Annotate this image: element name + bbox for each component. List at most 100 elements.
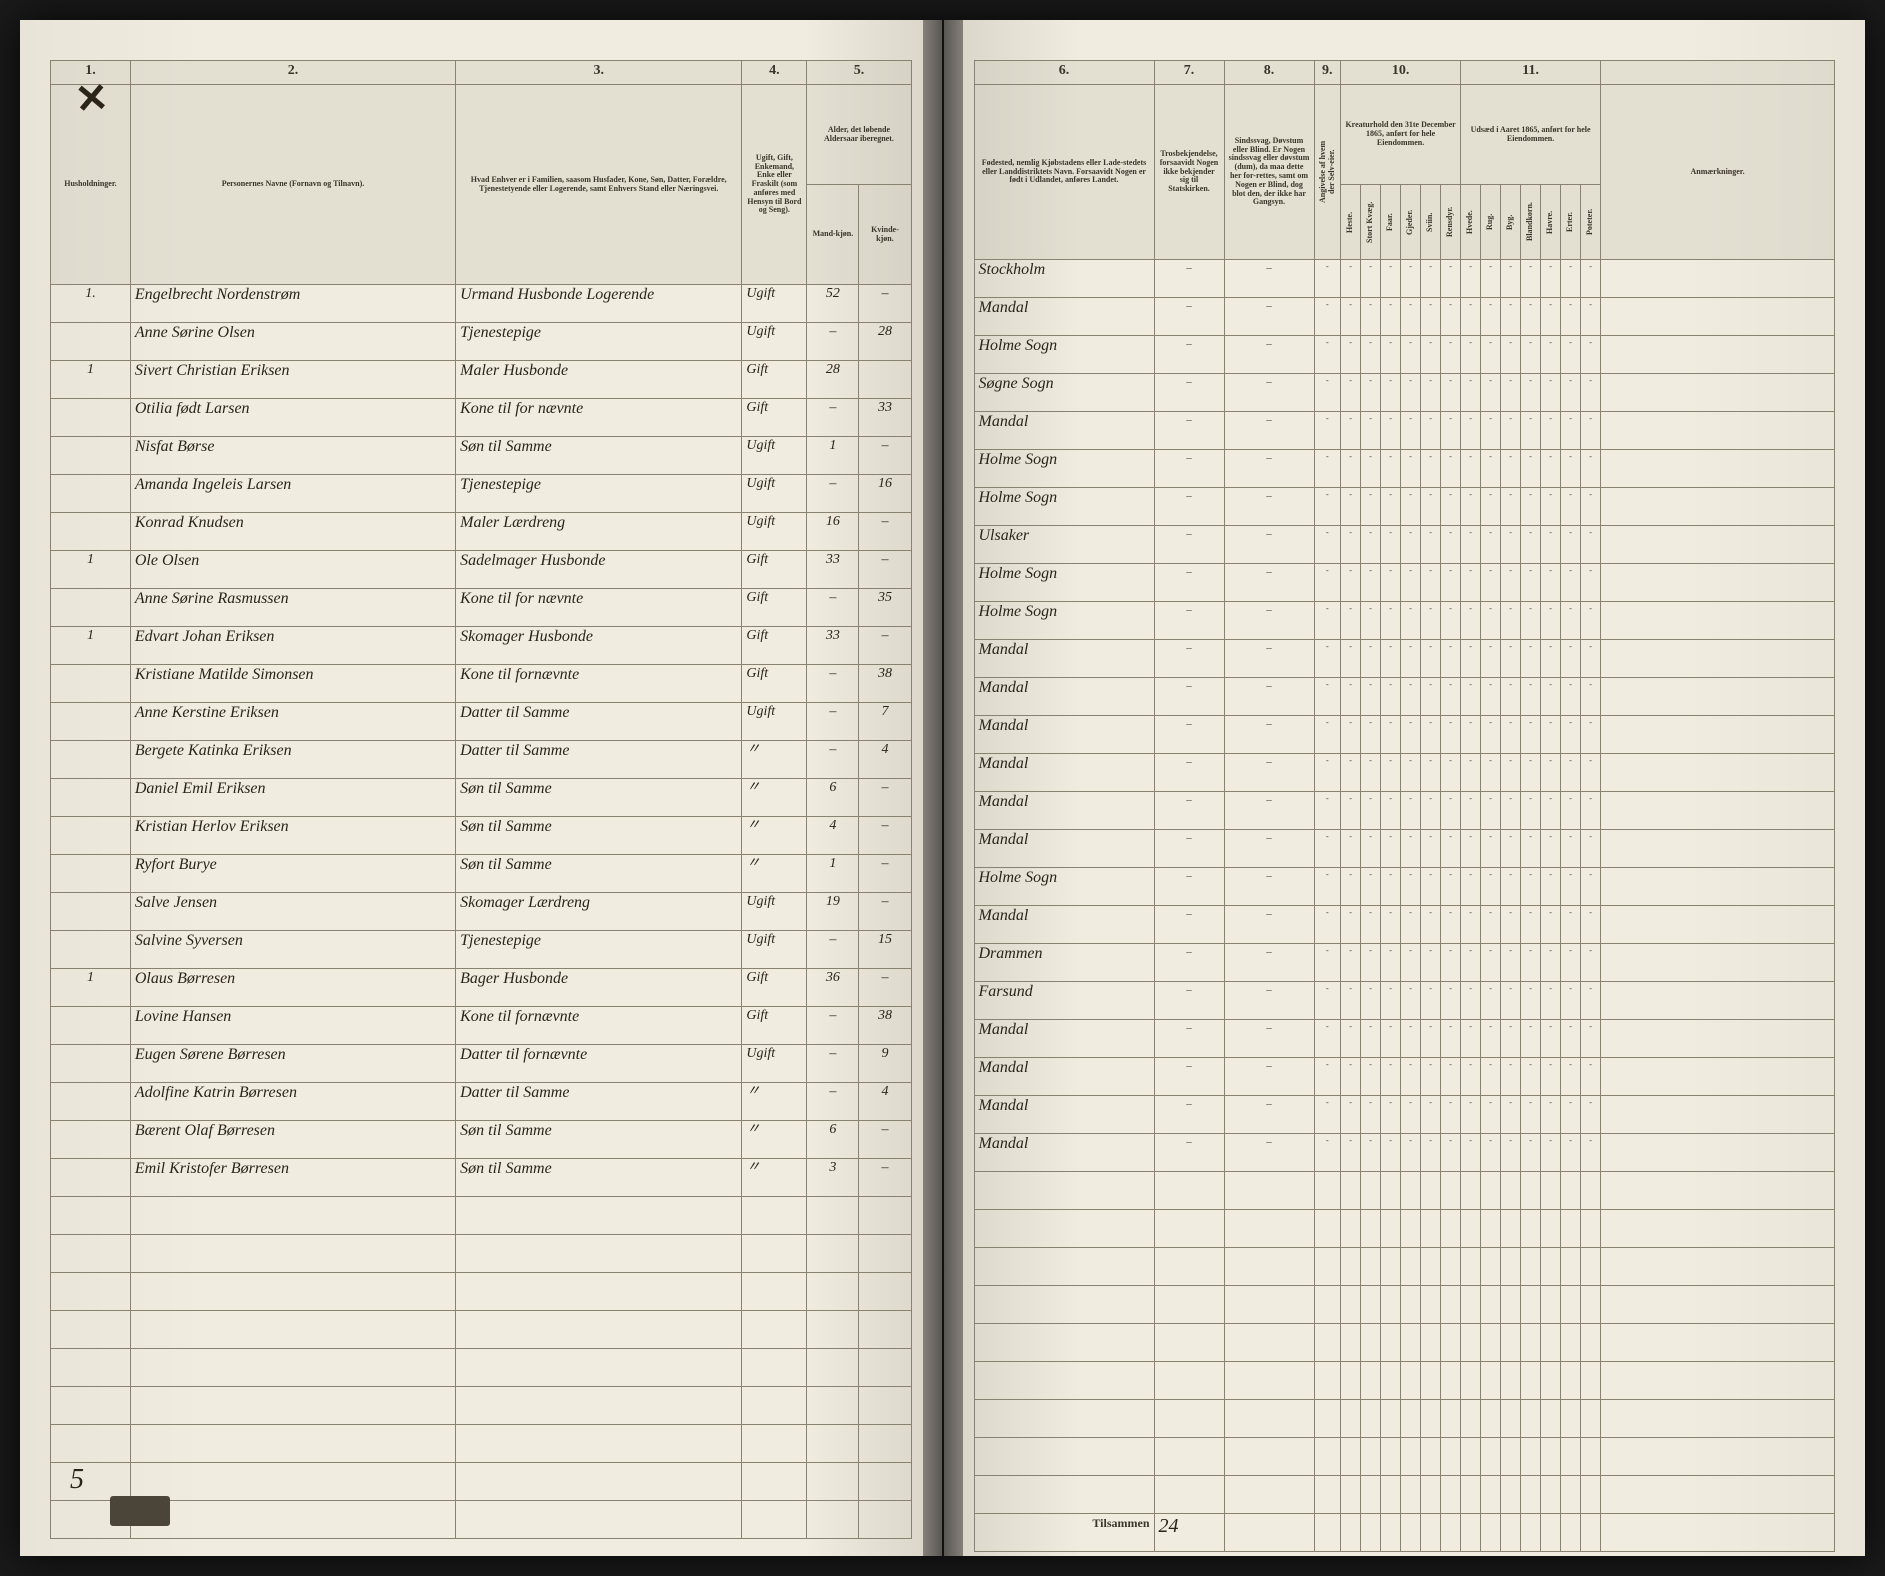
- cell-role: Datter til Samme: [456, 1083, 742, 1121]
- cell-num: -: [1561, 792, 1581, 830]
- cell-num: -: [1581, 640, 1601, 678]
- cell-num: -: [1561, 450, 1581, 488]
- cell-place: Farsund: [974, 982, 1154, 1020]
- cell-hh: [51, 741, 131, 779]
- cell-num: -: [1501, 906, 1521, 944]
- cell-num: -: [1341, 1134, 1361, 1172]
- cell-selv: -: [1314, 754, 1341, 792]
- cell-selv: -: [1314, 1134, 1341, 1172]
- cell-num: -: [1361, 944, 1381, 982]
- cell-sinds: –: [1224, 982, 1314, 1020]
- cell-selv: -: [1314, 906, 1341, 944]
- cell-num: -: [1421, 1134, 1441, 1172]
- hdr-sinds: Sindssvag, Døvstum eller Blind. Er Nogen…: [1224, 85, 1314, 260]
- cell-num: -: [1461, 336, 1481, 374]
- cell-sinds: –: [1224, 1058, 1314, 1096]
- cell-f: [859, 361, 911, 399]
- cell-num: -: [1341, 1058, 1361, 1096]
- ledger-book: ✕ 1. 2. 3. 4. 5. Husholdninger. Personer…: [20, 20, 1865, 1556]
- cell-num: -: [1421, 906, 1441, 944]
- cell-num: -: [1461, 1096, 1481, 1134]
- cell-num: -: [1581, 564, 1601, 602]
- cell-num: -: [1361, 1096, 1381, 1134]
- table-row-empty: [974, 1248, 1835, 1286]
- cell-f: 33: [859, 399, 911, 437]
- cell-num: -: [1501, 640, 1521, 678]
- cell-anm: [1601, 564, 1835, 602]
- cell-m: –: [807, 1045, 859, 1083]
- cell-num: -: [1421, 412, 1441, 450]
- cell-num: -: [1361, 792, 1381, 830]
- cell-role: Kone til fornævnte: [456, 1007, 742, 1045]
- table-row: Holme Sogn––--------------: [974, 336, 1835, 374]
- cell-num: -: [1541, 564, 1561, 602]
- cell-m: 36: [807, 969, 859, 1007]
- cell-num: -: [1481, 982, 1501, 1020]
- cell-tros: –: [1154, 374, 1224, 412]
- cell-num: -: [1421, 1058, 1441, 1096]
- cell-place: Mandal: [974, 792, 1154, 830]
- cell-num: -: [1481, 526, 1501, 564]
- cell-selv: -: [1314, 412, 1341, 450]
- cell-f: –: [859, 285, 911, 323]
- table-row: Mandal––--------------: [974, 1020, 1835, 1058]
- cell-num: -: [1401, 868, 1421, 906]
- cell-hh: [51, 703, 131, 741]
- cell-tros: –: [1154, 1020, 1224, 1058]
- cell-num: -: [1561, 678, 1581, 716]
- table-row: Holme Sogn––--------------: [974, 450, 1835, 488]
- table-row: Mandal––--------------: [974, 906, 1835, 944]
- cell-num: -: [1521, 450, 1541, 488]
- cell-m: 16: [807, 513, 859, 551]
- cell-tros: –: [1154, 336, 1224, 374]
- cell-num: -: [1381, 982, 1401, 1020]
- table-row: Stockholm––--------------: [974, 260, 1835, 298]
- cell-num: -: [1541, 1134, 1561, 1172]
- cell-num: -: [1521, 564, 1541, 602]
- cell-num: -: [1521, 716, 1541, 754]
- cell-status: Gift: [742, 1007, 807, 1045]
- cell-place: Mandal: [974, 754, 1154, 792]
- cell-m: 4: [807, 817, 859, 855]
- cell-num: -: [1341, 944, 1361, 982]
- cell-selv: -: [1314, 792, 1341, 830]
- cell-num: -: [1401, 716, 1421, 754]
- cell-num: -: [1581, 1096, 1601, 1134]
- cell-num: -: [1461, 982, 1481, 1020]
- table-row: Mandal––--------------: [974, 412, 1835, 450]
- cell-num: -: [1441, 602, 1461, 640]
- cell-num: -: [1541, 602, 1561, 640]
- cell-hh: [51, 437, 131, 475]
- cell-status: Gift: [742, 665, 807, 703]
- cell-num: -: [1361, 374, 1381, 412]
- table-row: 1Ole OlsenSadelmager HusbondeGift33–: [51, 551, 912, 589]
- cell-selv: -: [1314, 526, 1341, 564]
- cell-num: -: [1501, 944, 1521, 982]
- cell-num: -: [1421, 1020, 1441, 1058]
- cell-anm: [1601, 906, 1835, 944]
- cell-tros: –: [1154, 298, 1224, 336]
- cell-num: -: [1441, 526, 1461, 564]
- cell-num: -: [1441, 374, 1461, 412]
- cell-num: -: [1381, 564, 1401, 602]
- cell-num: -: [1361, 640, 1381, 678]
- cell-name: Olaus Børresen: [130, 969, 455, 1007]
- cell-num: -: [1501, 1134, 1521, 1172]
- cell-num: -: [1381, 868, 1401, 906]
- cell-name: Engelbrecht Nordenstrøm: [130, 285, 455, 323]
- cell-num: -: [1501, 412, 1521, 450]
- cell-name: Anne Kerstine Eriksen: [130, 703, 455, 741]
- table-row-empty: [51, 1197, 912, 1235]
- col-desc-row: Husholdninger. Personernes Navne (Fornav…: [51, 85, 912, 185]
- cell-m: –: [807, 741, 859, 779]
- cell-f: –: [859, 551, 911, 589]
- cell-num: -: [1541, 336, 1561, 374]
- left-page: ✕ 1. 2. 3. 4. 5. Husholdninger. Personer…: [20, 20, 944, 1556]
- cell-num: -: [1501, 260, 1521, 298]
- cell-num: -: [1361, 1134, 1381, 1172]
- cell-num: -: [1421, 526, 1441, 564]
- cell-num: -: [1441, 640, 1461, 678]
- cell-role: Søn til Samme: [456, 817, 742, 855]
- cell-num: -: [1581, 830, 1601, 868]
- cell-role: Maler Husbonde: [456, 361, 742, 399]
